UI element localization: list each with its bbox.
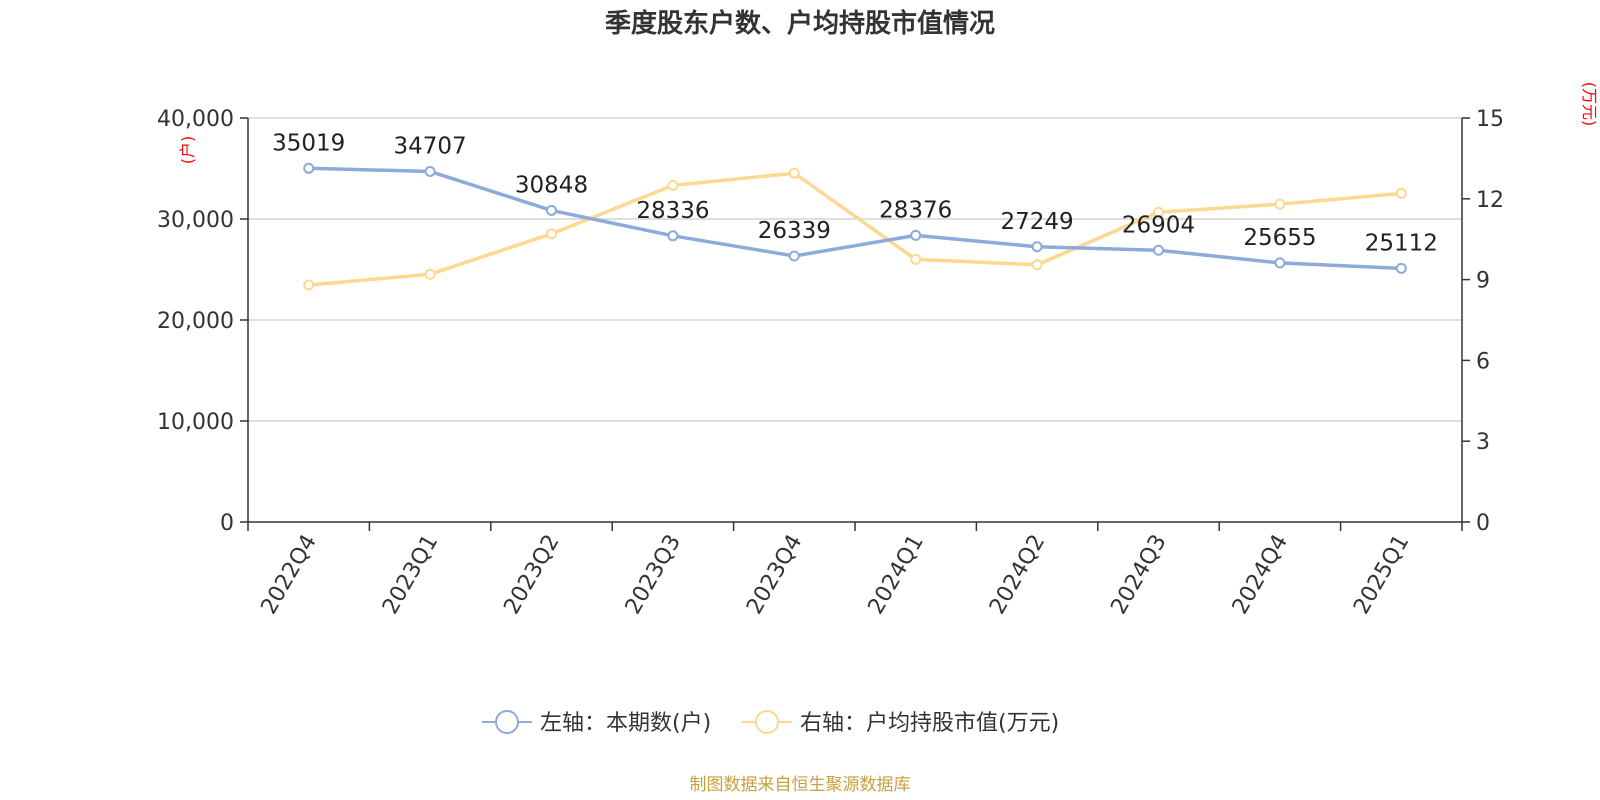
legend-item-holders[interactable]: 左轴：本期数(户)	[482, 710, 711, 736]
right-tick-label: 9	[1476, 269, 1490, 294]
holders-point[interactable]	[303, 162, 315, 174]
right-axis-ticks: 0 3 6 9 12 15	[1462, 107, 1504, 536]
data-label: 26904	[1122, 212, 1195, 238]
data-label: 25112	[1365, 230, 1438, 256]
avg-value-point[interactable]	[1153, 206, 1164, 218]
avg-value-point[interactable]	[424, 268, 436, 280]
left-axis-unit: (户)	[178, 136, 197, 165]
x-tick-label: 2024Q4	[1228, 531, 1293, 619]
avg-value-point[interactable]	[667, 179, 679, 191]
left-tick-label: 0	[220, 511, 234, 536]
right-tick-label: 0	[1476, 511, 1490, 536]
source-note: 制图数据来自恒生聚源数据库	[690, 775, 911, 795]
x-tick-label: 2022Q4	[257, 531, 322, 619]
legend-item-avg-value[interactable]: 右轴：户均持股市值(万元)	[742, 710, 1059, 736]
right-axis-unit: (万元)	[1580, 82, 1599, 127]
x-axis-ticks: 2022Q4 2023Q1 2023Q2 2023Q3 2023Q4 2024Q1 2024…	[257, 531, 1415, 619]
avg-value-point[interactable]	[788, 167, 800, 179]
gridlines	[248, 117, 1462, 422]
data-label: 28336	[636, 198, 709, 224]
avg-value-point[interactable]	[910, 253, 922, 265]
left-tick-label: 30,000	[157, 208, 234, 233]
right-tick-label: 3	[1476, 430, 1490, 455]
left-tick-label: 20,000	[157, 309, 234, 334]
x-tick-label: 2023Q4	[742, 531, 807, 619]
data-label: 25655	[1243, 225, 1316, 251]
x-tick-label: 2024Q3	[1106, 531, 1171, 619]
data-label: 30848	[515, 172, 588, 198]
data-label: 26339	[758, 218, 831, 244]
x-tick-label: 2023Q3	[621, 531, 686, 619]
holders-point[interactable]	[1153, 244, 1164, 256]
left-tick-label: 40,000	[157, 107, 234, 132]
x-tick-label: 2024Q1	[864, 531, 929, 619]
avg-value-point[interactable]	[546, 228, 557, 240]
holders-point[interactable]	[788, 250, 800, 262]
holders-point[interactable]	[667, 230, 679, 242]
left-axis-ticks: 0 10,000 20,000 30,000 40,000	[157, 107, 248, 536]
data-labels: 35019 34707 30848 28336 26339 28376 27249 26904…	[272, 130, 1438, 256]
x-tick-label: 2025Q1	[1349, 531, 1414, 619]
legend[interactable]: 左轴：本期数(户) 右轴：户均持股市值(万元)	[482, 710, 1059, 736]
legend-marker	[755, 710, 779, 734]
series-line-avg-value	[308, 171, 1402, 287]
series-line-holders	[308, 166, 1402, 271]
holders-point[interactable]	[546, 204, 557, 216]
chart-title: 季度股东户数、户均持股市值情况	[605, 8, 995, 39]
avg-value-point[interactable]	[303, 279, 315, 291]
data-label: 28376	[879, 197, 952, 223]
legend-marker	[495, 710, 519, 734]
right-tick-label: 6	[1476, 349, 1490, 374]
x-tick-label: 2024Q2	[985, 531, 1050, 619]
data-label: 27249	[1001, 209, 1074, 235]
holders-point[interactable]	[1395, 262, 1407, 274]
x-tick-label: 2023Q2	[499, 531, 564, 619]
data-label: 34707	[394, 133, 467, 159]
holders-point[interactable]	[1031, 241, 1043, 253]
holders-point[interactable]	[424, 165, 436, 177]
holders-point[interactable]	[1274, 257, 1286, 269]
x-tick-label: 2023Q1	[378, 531, 443, 619]
legend-label: 左轴：本期数(户)	[540, 711, 711, 736]
avg-value-point[interactable]	[1395, 187, 1407, 199]
holders-point[interactable]	[910, 229, 922, 241]
series-layer	[303, 162, 1407, 291]
legend-label: 右轴：户均持股市值(万元)	[800, 711, 1059, 736]
right-tick-label: 12	[1476, 188, 1504, 213]
avg-value-point[interactable]	[1274, 198, 1286, 210]
axes	[247, 118, 1463, 531]
avg-value-point[interactable]	[1031, 259, 1043, 271]
right-tick-label: 15	[1476, 107, 1504, 132]
data-label: 35019	[272, 130, 345, 156]
left-tick-label: 10,000	[157, 410, 234, 435]
